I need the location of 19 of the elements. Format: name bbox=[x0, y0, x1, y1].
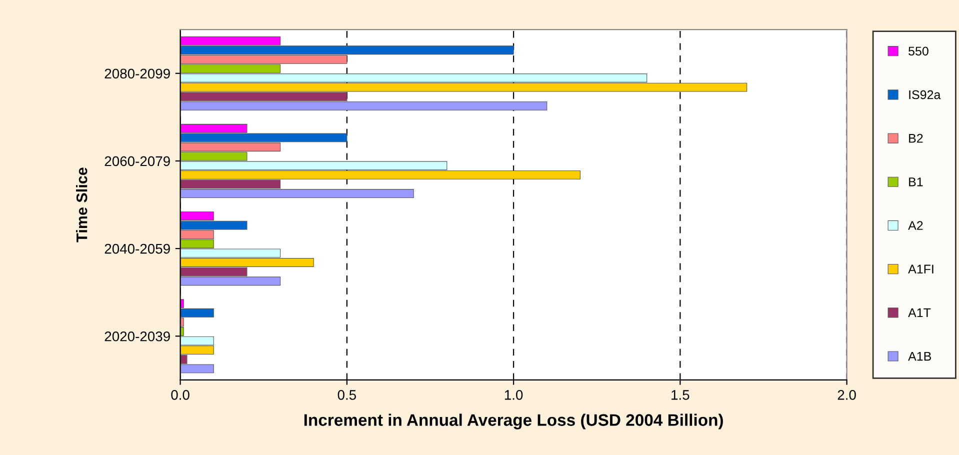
x-tick-label: 2.0 bbox=[838, 390, 856, 400]
x-tick-label: 1.0 bbox=[504, 390, 523, 400]
legend-label: A1T bbox=[908, 308, 931, 317]
legend-label: A1B bbox=[908, 352, 932, 361]
x-tick-label: 0.5 bbox=[338, 390, 356, 400]
y-axis-title: Time Slice bbox=[76, 168, 88, 242]
legend-label: IS92a bbox=[909, 90, 941, 100]
y-tick-label: 2020-2039 bbox=[104, 331, 170, 342]
legend-label: A2 bbox=[908, 221, 923, 230]
y-tick-label: 2080-2099 bbox=[104, 68, 170, 79]
y-tick-label: 2060-2079 bbox=[104, 156, 170, 166]
x-tick-label: 1.5 bbox=[672, 390, 690, 400]
x-axis-title: Increment in Annual Average Loss (USD 2004 Billion) bbox=[304, 414, 723, 430]
legend-label: A1FI bbox=[908, 264, 934, 274]
legend-label: B1 bbox=[909, 178, 923, 186]
legend-label: B2 bbox=[909, 134, 923, 143]
legend-label: 550 bbox=[908, 46, 928, 56]
y-tick-label: 2040-2059 bbox=[104, 244, 170, 254]
x-tick-label: 0.0 bbox=[171, 390, 190, 400]
